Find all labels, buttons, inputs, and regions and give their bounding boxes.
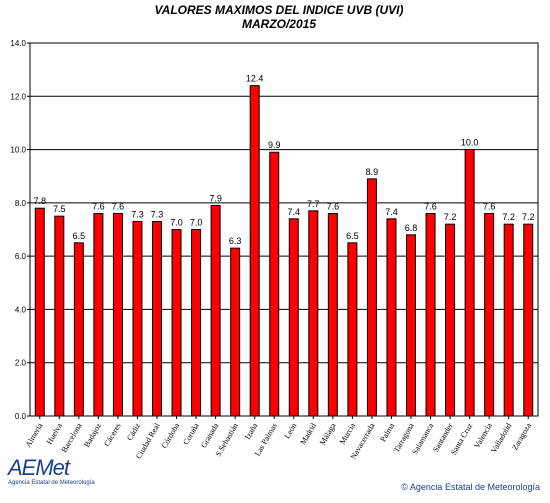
y-tick-label: 4.0: [15, 305, 27, 314]
x-category-label: Coruña: [181, 421, 201, 446]
bar-value-label: 7.3: [151, 210, 164, 220]
bar: [171, 229, 182, 417]
bar-value-label: 8.9: [366, 167, 379, 177]
bar: [308, 210, 319, 417]
x-category-label: Córdoba: [160, 421, 182, 450]
plot-area: [29, 42, 539, 417]
bar: [445, 223, 456, 417]
y-tick-label: 2.0: [15, 359, 27, 368]
logo-word: AEMet: [8, 455, 70, 480]
bar: [523, 223, 534, 417]
x-category-label: Badajoz: [82, 421, 103, 449]
logo-subtitle: Agencia Estatal de Meteorología: [8, 480, 95, 486]
y-tick-label: 10.0: [10, 146, 26, 155]
x-category-label: Cádiz: [125, 421, 142, 442]
bar-value-label: 6.5: [73, 231, 86, 241]
bar: [425, 213, 436, 417]
y-tick-label: 6.0: [15, 252, 27, 261]
bar: [152, 221, 162, 417]
bar-value-label: 7.2: [444, 212, 457, 222]
x-category-label: Almería: [24, 421, 45, 449]
value-labels: 7.8 7.5 6.5 7.6 7.6 7.3 7.3 7.0 7.0 7.9 6.3 12.4 9.9…: [34, 74, 535, 247]
bar: [73, 242, 84, 417]
x-category-label: Cáceres: [102, 422, 122, 448]
bar-value-label: 7.2: [522, 212, 535, 222]
bar-value-label: 7.9: [209, 194, 222, 204]
bar-value-label: 7.8: [34, 196, 47, 206]
bar-value-label: 7.2: [502, 212, 515, 222]
bar-value-label: 7.6: [92, 202, 105, 212]
bar-value-label: 7.0: [170, 218, 183, 228]
bar: [327, 213, 338, 417]
y-axis-ticks: 0.0 2.0 4.0 6.0 8.0 10.0 12.0 14.0: [10, 39, 30, 421]
bar-value-label: 7.6: [483, 202, 496, 212]
bar: [269, 151, 280, 417]
bar: [249, 85, 260, 417]
bar: [406, 234, 416, 417]
bar: [54, 215, 65, 417]
bar: [386, 218, 397, 417]
bar: [366, 178, 377, 417]
bar-value-label: 7.4: [385, 207, 398, 217]
bar: [93, 213, 104, 417]
bar: [112, 213, 123, 417]
bar-value-label: 7.7: [307, 199, 320, 209]
bar-value-label: 7.0: [190, 218, 203, 228]
bar: [210, 205, 221, 417]
copyright-notice: © Agencia Estatal de Meteorología: [401, 482, 540, 492]
y-tick-label: 12.0: [10, 92, 26, 101]
bar-value-label: 6.5: [346, 231, 359, 241]
x-category-label: Murcia: [338, 421, 358, 446]
x-category-label: Zaragoza: [510, 421, 533, 452]
x-category-label: Madrid: [298, 422, 318, 447]
x-category-label: Huelva: [45, 421, 65, 446]
bar: [288, 218, 299, 417]
bar: [347, 242, 358, 417]
bar: [34, 207, 45, 417]
bar-value-label: 7.5: [53, 204, 66, 214]
bar-value-label: 6.3: [229, 236, 242, 246]
bar: [464, 149, 475, 417]
y-tick-label: 0.0: [15, 412, 27, 421]
chart-subtitle: MARZO/2015: [242, 17, 316, 31]
chart-title: VALORES MAXIMOS DEL INDICE UVB (UVI): [155, 3, 404, 17]
bar-value-label: 6.8: [405, 223, 418, 233]
x-category-label: Málaga: [318, 421, 338, 447]
y-tick-label: 8.0: [15, 199, 27, 208]
x-category-label: Palma: [378, 421, 396, 443]
bar: [132, 221, 143, 417]
y-tick-label: 14.0: [10, 39, 26, 48]
bar-value-label: 7.3: [131, 210, 144, 220]
bar-value-label: 7.6: [327, 202, 340, 212]
bar: [503, 223, 514, 417]
x-category-label: León: [282, 422, 298, 441]
bar-value-label: 7.4: [288, 207, 301, 217]
bar: [230, 247, 241, 417]
bar-value-label: 9.9: [268, 140, 281, 150]
bar-value-label: 7.6: [112, 202, 125, 212]
x-category-label: Izaña: [243, 421, 260, 441]
aemet-logo: AEMet Agencia Estatal de Meteorología: [8, 457, 98, 487]
bar-value-label: 7.6: [424, 202, 437, 212]
bar: [484, 213, 495, 417]
bar-value-label: 12.4: [246, 74, 264, 84]
bar: [191, 229, 202, 417]
bar-value-label: 10.0: [461, 138, 479, 148]
